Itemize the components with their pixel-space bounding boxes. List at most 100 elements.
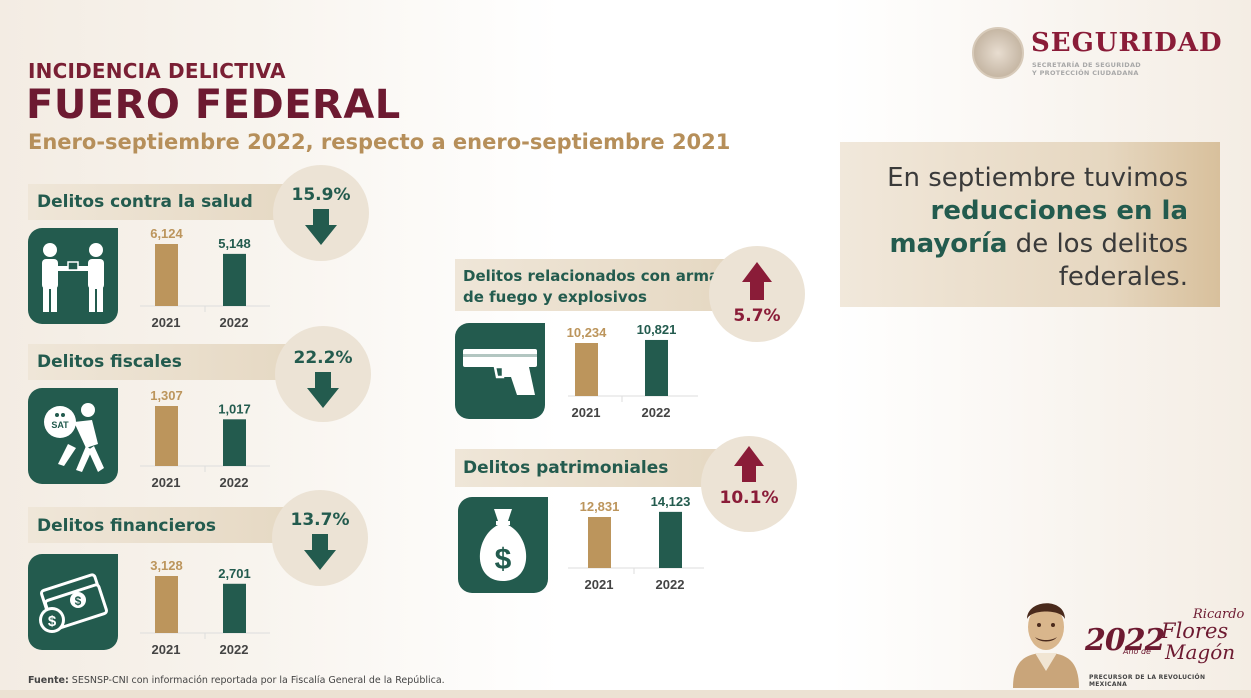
bottom-strip — [0, 690, 1251, 698]
value-armas-2021: 10,234 — [567, 325, 608, 340]
tick-financieros-2021: 2021 — [152, 642, 181, 657]
change-salud: 15.9% — [291, 185, 351, 205]
chart-patrimoniales-svg: 12,831 14,123 2021 2022 — [568, 494, 704, 592]
badge-anio: Año de — [1123, 647, 1151, 656]
bar-armas-2021 — [575, 343, 598, 396]
page-title: FUERO FEDERAL — [26, 82, 401, 128]
logo-subtitle-line1: SECRETARÍA DE SEGURIDAD — [1032, 61, 1141, 69]
tick-fiscales-2022: 2022 — [220, 475, 249, 490]
value-fiscales-2021: 1,307 — [150, 388, 183, 403]
svg-text:$: $ — [48, 613, 57, 630]
people-exchange-icon — [28, 228, 118, 324]
money-bag-icon: $ — [458, 497, 548, 593]
arrow-down-icon — [307, 372, 339, 408]
change-circle-financieros: 13.7% — [272, 490, 368, 586]
change-circle-fiscales: 22.2% — [275, 326, 371, 422]
bar-financieros-2022 — [223, 583, 246, 633]
tick-salud-2021: 2021 — [152, 315, 181, 330]
source-text: SESNSP-CNI con información reportada por… — [68, 675, 445, 686]
source-label: Fuente: — [28, 675, 69, 686]
value-salud-2021: 6,124 — [150, 226, 183, 241]
label-salud: Delitos contra la salud — [37, 192, 253, 212]
chart-salud-svg: 6,124 5,148 2021 2022 — [140, 226, 270, 330]
change-armas: 5.7% — [733, 306, 781, 326]
badge-name2: Flores — [1161, 619, 1229, 643]
bar-salud-2022 — [223, 253, 246, 306]
chart-patrimoniales: 12,831 14,123 2021 2022 — [568, 490, 708, 600]
change-circle-salud: 15.9% — [273, 165, 369, 261]
logo-wordmark: SEGURIDAD — [1031, 28, 1223, 58]
label-financieros: Delitos financieros — [37, 516, 217, 536]
handgun-icon — [455, 323, 545, 419]
callout-text: En septiembre tuvimos reducciones en la … — [848, 162, 1188, 294]
arrow-down-icon — [305, 209, 337, 245]
page-subtitle: Enero-septiembre 2022, respecto a enero-… — [28, 130, 731, 154]
tick-patrimoniales-2022: 2022 — [656, 577, 685, 592]
money-bills-icon: $ $ — [28, 554, 118, 650]
callout-line1: En septiembre tuvimos — [887, 163, 1188, 193]
logo-subtitle: SECRETARÍA DE SEGURIDAD Y PROTECCIÓN CIU… — [1032, 61, 1141, 77]
arrow-up-icon — [742, 262, 772, 300]
chart-salud: 6,124 5,148 2021 2022 — [140, 220, 280, 330]
svg-text:SAT: SAT — [51, 420, 69, 430]
badge-name1: Ricardo — [1193, 607, 1245, 622]
chart-armas-svg: 10,234 10,821 2021 2022 — [567, 322, 698, 420]
bar-salud-2021 — [155, 244, 178, 306]
svg-text:$: $ — [75, 594, 82, 608]
value-patrimoniales-2021: 12,831 — [580, 499, 620, 514]
flores-magon-badge: 2022 Año de Ricardo Flores Magón PRECURS… — [1005, 585, 1244, 690]
badge-name3: Magón — [1165, 640, 1236, 664]
title-small: INCIDENCIA DELICTIVA — [28, 59, 286, 83]
change-circle-patrimoniales: 10.1% — [701, 436, 797, 532]
callout-box: En septiembre tuvimos reducciones en la … — [840, 142, 1220, 307]
change-patrimoniales: 10.1% — [719, 488, 779, 508]
callout-line4: federales. — [1058, 262, 1188, 292]
bar-patrimoniales-2021 — [588, 517, 611, 568]
label-armas-line2: de fuego y explosivos — [463, 288, 647, 306]
value-financieros-2021: 3,128 — [150, 558, 183, 573]
sat-thief-icon: SAT — [28, 388, 118, 484]
bar-armas-2022 — [645, 339, 668, 396]
arrow-down-icon — [304, 534, 336, 570]
value-salud-2022: 5,148 — [218, 236, 251, 251]
value-patrimoniales-2022: 14,123 — [651, 494, 691, 509]
chart-armas: 10,234 10,821 2021 2022 — [567, 316, 708, 426]
label-fiscales: Delitos fiscales — [37, 352, 182, 372]
value-armas-2022: 10,821 — [637, 322, 677, 337]
chart-fiscales-svg: 1,307 1,017 2021 2022 — [140, 388, 270, 490]
source-footer: Fuente: SESNSP-CNI con información repor… — [28, 675, 445, 686]
callout-highlight2: mayoría — [889, 229, 1008, 259]
value-fiscales-2022: 1,017 — [218, 401, 251, 416]
badge-precursor: PRECURSOR DE LA REVOLUCIÓN MEXICANA — [1089, 674, 1206, 688]
chart-fiscales: 1,307 1,017 2021 2022 — [140, 380, 280, 490]
arrow-up-icon — [734, 446, 764, 482]
tick-fiscales-2021: 2021 — [152, 475, 181, 490]
tick-armas-2022: 2022 — [642, 405, 671, 420]
callout-line3: de los delitos — [1007, 229, 1188, 259]
tick-patrimoniales-2021: 2021 — [585, 577, 614, 592]
chart-financieros-svg: 3,128 2,701 2021 2022 — [140, 558, 270, 657]
label-armas: Delitos relacionados con armas de fuego … — [463, 266, 728, 308]
tick-financieros-2022: 2022 — [220, 642, 249, 657]
bar-patrimoniales-2022 — [659, 511, 682, 568]
label-patrimoniales: Delitos patrimoniales — [463, 458, 669, 478]
callout-highlight1: reducciones en la — [930, 196, 1189, 226]
change-fiscales: 22.2% — [293, 348, 353, 368]
seguridad-logo: SEGURIDAD SECRETARÍA DE SEGURIDAD Y PROT… — [972, 27, 1222, 83]
tick-salud-2022: 2022 — [220, 315, 249, 330]
change-circle-armas: 5.7% — [709, 246, 805, 342]
bar-fiscales-2021 — [155, 406, 178, 466]
badge-year: 2022 — [1085, 623, 1165, 658]
value-financieros-2022: 2,701 — [218, 566, 251, 581]
chart-financieros: 3,128 2,701 2021 2022 — [140, 547, 280, 657]
tick-armas-2021: 2021 — [572, 405, 601, 420]
label-armas-line1: Delitos relacionados con armas — [463, 267, 728, 285]
logo-subtitle-line2: Y PROTECCIÓN CIUDADANA — [1032, 69, 1139, 77]
bar-fiscales-2022 — [223, 419, 246, 466]
background-right — [831, 0, 1251, 698]
bar-financieros-2021 — [155, 576, 178, 633]
national-seal-icon — [972, 27, 1024, 79]
portrait-icon — [1013, 603, 1079, 688]
change-financieros: 13.7% — [290, 510, 350, 530]
svg-text:$: $ — [495, 543, 512, 576]
